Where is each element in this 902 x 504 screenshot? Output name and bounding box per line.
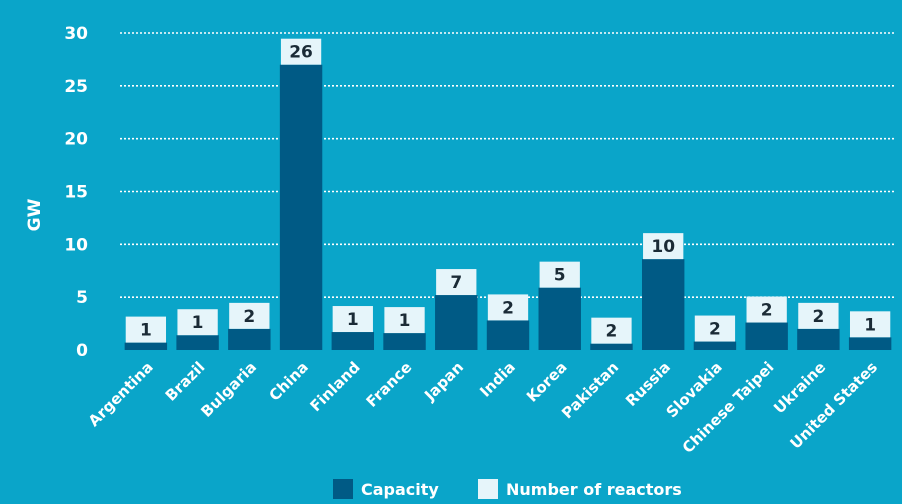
category-label: France [363, 358, 416, 411]
reactor-count-box [694, 315, 736, 342]
category-label: Finland [307, 358, 364, 415]
y-tick-label: 15 [64, 183, 88, 203]
y-tick-label: 10 [64, 235, 88, 255]
capacity-bar [331, 332, 375, 350]
capacity-bar [383, 333, 426, 350]
category-label: Korea [523, 358, 571, 406]
category-label: India [476, 358, 519, 401]
category-label: China [265, 358, 311, 404]
y-tick-label: 0 [76, 341, 88, 361]
capacity-bar [693, 341, 737, 350]
reactor-count-label: 2 [243, 307, 255, 327]
reactor-count-label: 10 [651, 237, 675, 257]
reactor-count-label: 26 [289, 43, 313, 63]
category-label: Chinese Taipei [679, 358, 778, 457]
category-label: Russia [622, 358, 674, 410]
reactor-count-box [539, 261, 580, 288]
reactor-count-box [384, 307, 425, 334]
y-axis-label: GW [25, 198, 45, 231]
reactor-count-label: 2 [709, 320, 721, 340]
y-tick-label: 30 [64, 24, 88, 44]
reactor-count-label: 2 [761, 301, 773, 321]
reactor-count-label: 1 [192, 313, 204, 333]
reactor-count-box [487, 294, 529, 321]
legend-capacity-swatch [333, 479, 353, 499]
reactor-count-label: 2 [502, 298, 514, 318]
reactor-count-box [591, 317, 632, 344]
capacity-bar [538, 287, 581, 350]
capacity-bar [797, 328, 840, 350]
category-label: Argentina [85, 358, 157, 430]
y-tick-label: 5 [76, 288, 88, 308]
y-tick-label: 20 [64, 130, 88, 150]
capacity-bar [435, 295, 478, 350]
reactor-count-label: 1 [347, 310, 359, 330]
capacity-bars [124, 64, 892, 350]
capacity-bar [124, 342, 168, 350]
legend-reactors-swatch [478, 479, 498, 499]
legend-reactors: Number of reactors [478, 477, 682, 501]
capacity-bar [279, 64, 323, 350]
reactor-count-box [436, 269, 477, 296]
capacity-bar [745, 322, 788, 350]
capacity-bar [641, 259, 685, 350]
capacity-bar [176, 335, 219, 350]
reactor-count-label: 2 [812, 307, 824, 327]
reactor-count-box [229, 302, 270, 329]
category-label: Japan [420, 358, 467, 405]
reactor-count-label: 7 [450, 273, 462, 293]
reactor-count-boxes: 1 1 2 26 1 1 7 2 5 2 10 2 2 2 1 [125, 38, 891, 344]
reactor-count-box [177, 309, 218, 336]
category-label: Brazil [162, 358, 209, 405]
y-tick-label: 25 [64, 77, 88, 97]
reactor-count-label: 1 [399, 311, 411, 331]
capacity-bar [486, 320, 530, 350]
reactor-count-box [746, 296, 787, 323]
reactor-count-label: 5 [554, 266, 566, 286]
capacity-bar [848, 337, 892, 350]
reactor-count-box [125, 316, 167, 343]
reactor-count-box [798, 302, 839, 329]
gridlines [120, 32, 896, 298]
capacity-bar [228, 328, 271, 350]
legend-reactors-label: Number of reactors [506, 479, 682, 499]
capacity-bar [590, 343, 633, 350]
legend-capacity-label: Capacity [361, 479, 439, 499]
legend-capacity: Capacity [333, 477, 439, 501]
reactor-count-box [643, 233, 684, 260]
reactor-count-label: 1 [140, 321, 152, 341]
reactor-count-box [849, 311, 891, 338]
reactor-count-label: 1 [864, 315, 876, 335]
reactor-count-box [280, 38, 322, 65]
y-axis-ticks: 0 5 10 15 20 25 30 [64, 24, 88, 361]
reactor-count-label: 2 [606, 322, 618, 342]
category-label: United States [786, 358, 881, 453]
reactor-count-box [332, 306, 373, 333]
category-label: Bulgaria [197, 358, 260, 421]
category-label: Pakistan [558, 358, 622, 422]
